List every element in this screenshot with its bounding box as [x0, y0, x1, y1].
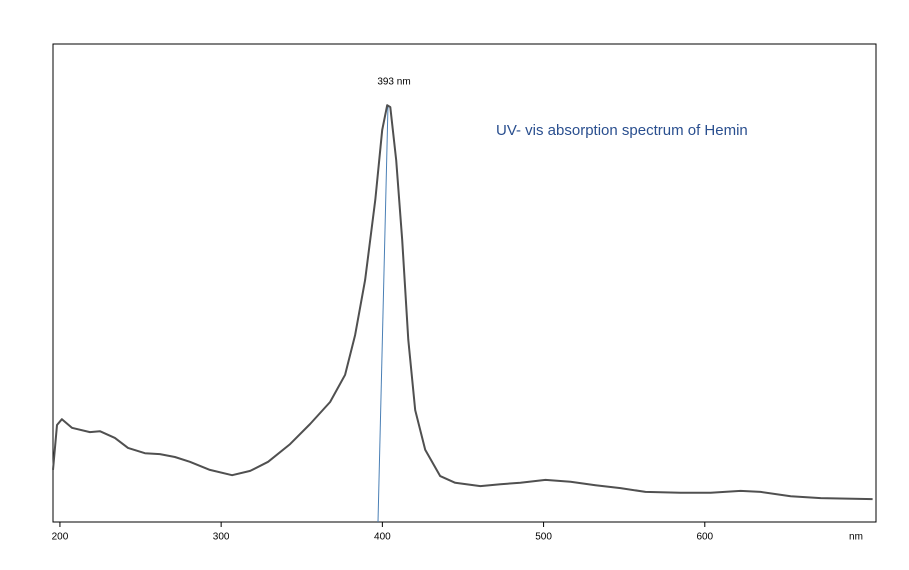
peak-annotation: 393 nm	[377, 77, 410, 88]
chart-title: UV- vis absorption spectrum of Hemin	[496, 122, 748, 139]
peak-marker	[377, 104, 389, 523]
x-axis-label: nm	[849, 532, 863, 543]
spectrum-line	[52, 104, 873, 501]
x-tick-label: 400	[374, 532, 391, 543]
x-tick-label: 600	[696, 532, 713, 543]
x-tick-label: 200	[52, 532, 69, 543]
plot-frame	[52, 43, 877, 523]
x-tick-label: 300	[213, 532, 230, 543]
x-tick-label: 500	[535, 532, 552, 543]
